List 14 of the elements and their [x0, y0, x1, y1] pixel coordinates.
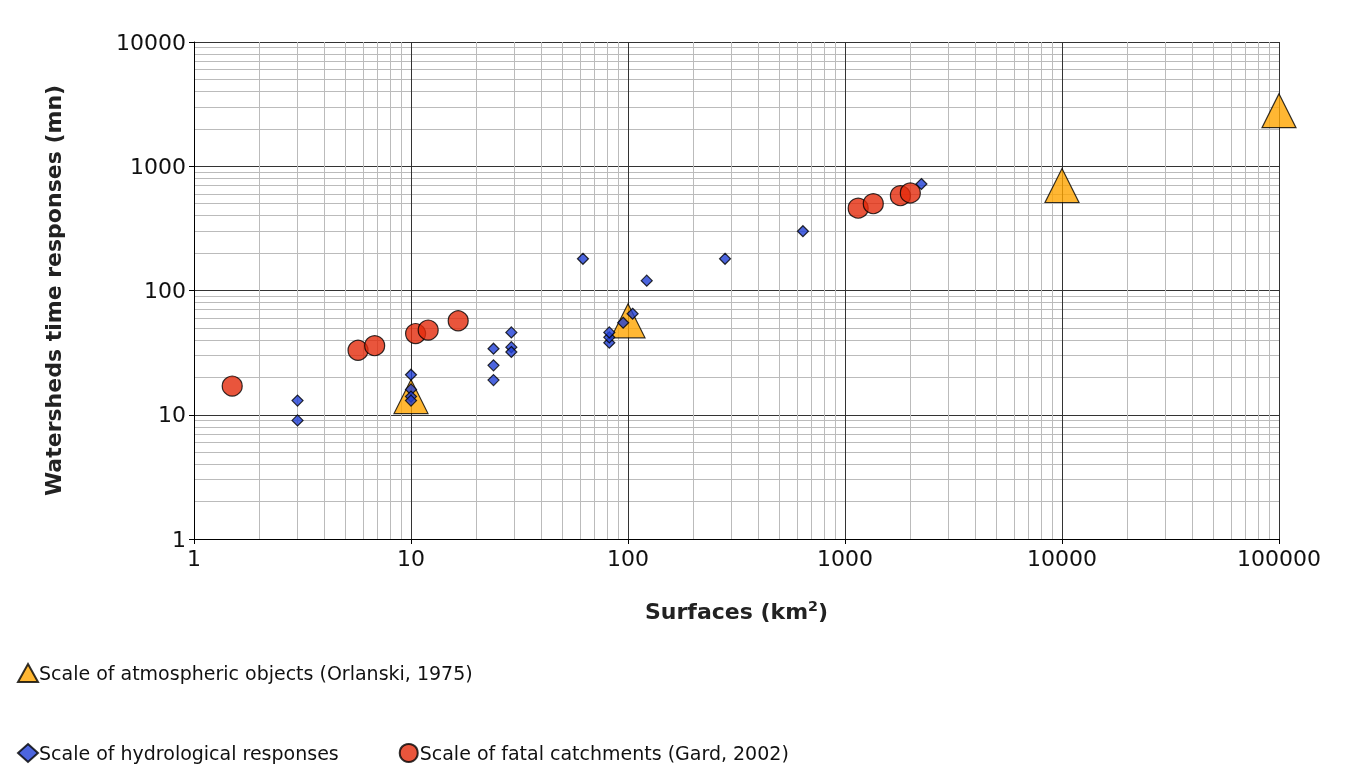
legend-label: Scale of hydrological responses — [39, 742, 339, 764]
legend-label: Scale of atmospheric objects (Orlanski, 1975) — [39, 662, 473, 684]
legend-label: Scale of fatal catchments (Gard, 2002) — [419, 742, 789, 764]
y-tick-label: 10000 — [116, 29, 186, 55]
x-tick-label: 100 — [607, 545, 649, 571]
x-tick-label: 1000 — [817, 545, 873, 571]
y-tick-label: 100 — [144, 278, 186, 303]
x-tick-label: 10000 — [1027, 545, 1097, 571]
y-tick-label: 1000 — [130, 153, 186, 179]
y-tick-label: 1 — [172, 526, 186, 552]
y-tick-label: 10 — [158, 402, 186, 428]
x-tick-label: 10 — [397, 545, 425, 571]
y-axis-title: Watersheds time responses (mn) — [40, 84, 66, 497]
x-tick-label: 100000 — [1237, 545, 1321, 571]
